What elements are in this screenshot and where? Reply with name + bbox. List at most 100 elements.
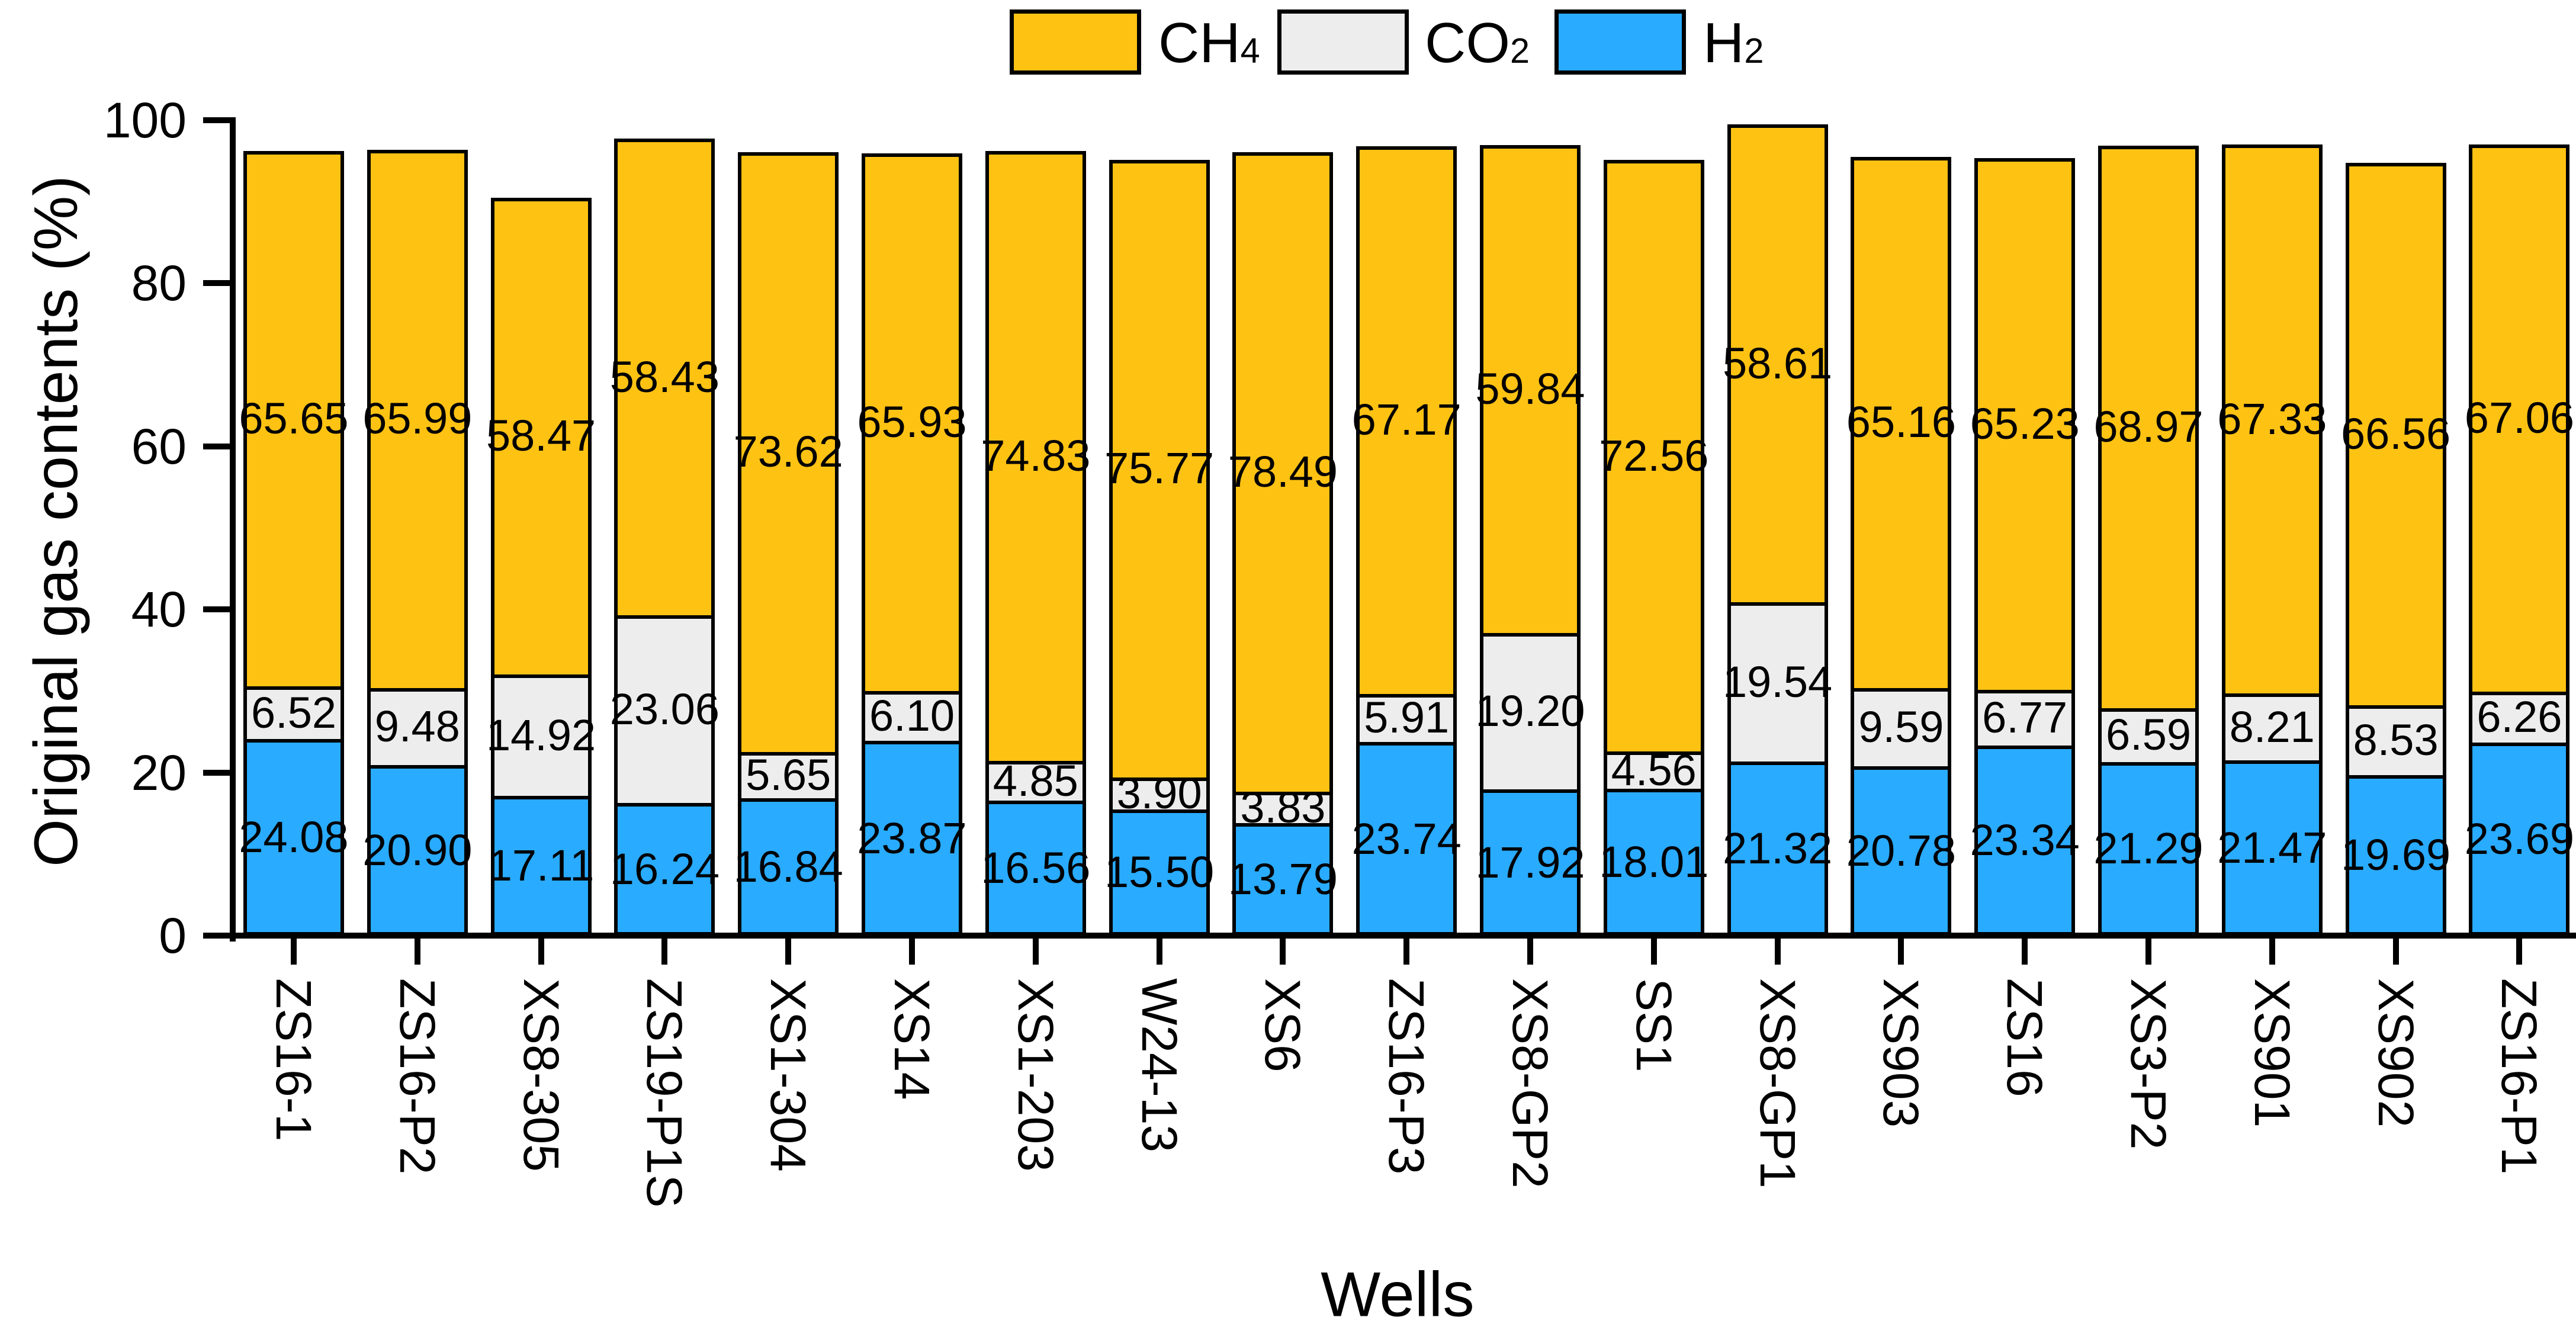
bar-segment-h2 <box>738 798 839 936</box>
bar-value-label: 21.29 <box>2093 824 2204 873</box>
bar-segment-ch4 <box>490 197 592 674</box>
bar-value-label: 68.97 <box>2093 402 2204 452</box>
y-tick <box>203 280 230 287</box>
bar-segment-ch4 <box>2469 144 2570 692</box>
x-tick-label-XS903: XS903 <box>1873 978 1929 1128</box>
legend-text-h2: H <box>1703 11 1745 75</box>
y-tick <box>203 117 230 123</box>
bar-value-label: 5.91 <box>1364 693 1450 743</box>
bar-segment-co2 <box>2098 708 2199 762</box>
bar-value-label: 13.79 <box>1228 854 1338 904</box>
bar-value-label: 78.49 <box>1228 446 1338 496</box>
bar-segment-co2 <box>614 615 715 804</box>
x-tick <box>1280 939 1286 965</box>
bar-value-label: 23.69 <box>2464 814 2574 863</box>
x-tick <box>2392 939 2399 965</box>
bar-segment-ch4 <box>2098 146 2199 709</box>
bar-segment-h2 <box>2098 762 2199 936</box>
legend-label-ch4: CH 4 <box>1158 5 1260 82</box>
bar-value-label: 4.56 <box>1611 745 1697 795</box>
bar-value-label: 58.43 <box>609 352 720 401</box>
bar-segment-co2 <box>1974 690 2076 746</box>
bar-segment-co2 <box>367 687 468 766</box>
bar-segment-co2 <box>738 752 839 799</box>
bar-segment-h2 <box>614 803 715 936</box>
x-axis-line <box>230 933 2576 939</box>
legend-sub-ch4: 4 <box>1240 31 1260 71</box>
x-tick <box>1403 939 1410 965</box>
bar-segment-co2 <box>2345 705 2446 775</box>
bar-value-label: 24.08 <box>239 812 349 862</box>
y-axis-line <box>230 117 236 942</box>
x-tick-label-SS1: SS1 <box>1626 978 1682 1072</box>
bar-value-label: 65.93 <box>857 397 967 447</box>
legend-label-co2: CO 2 <box>1425 5 1530 82</box>
y-tick-label: 80 <box>131 255 187 311</box>
x-tick-label-XS14: XS14 <box>884 978 940 1100</box>
x-tick-label-XS6: XS6 <box>1255 978 1311 1072</box>
x-tick <box>2145 939 2151 965</box>
bar-value-label: 66.56 <box>2341 409 2451 459</box>
bar-value-label: 19.69 <box>2341 830 2451 880</box>
x-tick-label-XS8-305: XS8-305 <box>513 978 569 1172</box>
bar-segment-co2 <box>1232 792 1334 824</box>
legend-text-co2: CO <box>1425 11 1510 75</box>
bar-segment-ch4 <box>367 149 468 688</box>
bar-segment-h2 <box>862 741 962 936</box>
bar-value-label: 72.56 <box>1599 430 1709 480</box>
x-tick-label-XS8-GP2: XS8-GP2 <box>1502 978 1558 1188</box>
x-tick <box>1650 939 1657 965</box>
bar-value-label: 20.78 <box>1846 825 1956 875</box>
bar-segment-ch4 <box>1232 152 1334 792</box>
bar-segment-ch4 <box>1356 146 1457 694</box>
y-tick-label: 60 <box>131 418 187 474</box>
bar-value-label: 9.48 <box>374 701 460 751</box>
bar-segment-h2 <box>2469 742 2570 936</box>
x-axis-title: Wells <box>1321 1258 1475 1330</box>
y-tick-label: 40 <box>131 581 187 638</box>
y-tick-label: 20 <box>131 744 187 801</box>
bar-segment-h2 <box>1232 823 1334 936</box>
bar-value-label: 21.47 <box>2217 823 2327 873</box>
bar-value-label: 8.21 <box>2229 702 2315 751</box>
bar-value-label: 20.90 <box>362 825 473 875</box>
bar-value-label: 6.59 <box>2105 710 2192 760</box>
bar-value-label: 23.87 <box>857 813 967 863</box>
bar-segment-ch4 <box>2221 144 2323 694</box>
bar-value-label: 15.50 <box>1104 847 1215 897</box>
bar-value-label: 6.10 <box>869 691 955 741</box>
x-tick-label-XS1-304: XS1-304 <box>760 978 817 1172</box>
x-tick-label-ZS16-P3: ZS16-P3 <box>1379 978 1435 1175</box>
bar-value-label: 59.84 <box>1475 364 1585 413</box>
bar-value-label: 16.56 <box>981 843 1091 892</box>
bar-segment-h2 <box>2345 775 2446 936</box>
bar-segment-ch4 <box>862 153 962 692</box>
bar-segment-ch4 <box>1727 124 1828 603</box>
bar-segment-h2 <box>490 796 592 936</box>
x-tick <box>661 939 668 965</box>
bar-value-label: 16.84 <box>733 842 843 892</box>
bar-segment-co2 <box>1851 687 1952 766</box>
x-tick <box>909 939 915 965</box>
bar-segment-h2 <box>1851 766 1952 936</box>
bar-value-label: 67.06 <box>2464 393 2574 442</box>
bar-segment-ch4 <box>614 139 715 615</box>
bar-value-label: 6.52 <box>250 687 337 737</box>
bar-segment-ch4 <box>1974 158 2076 690</box>
bar-segment-ch4 <box>1603 160 1704 752</box>
bar-value-label: 4.85 <box>993 756 1078 805</box>
bar-value-label: 23.06 <box>609 684 720 734</box>
bar-segment-h2 <box>243 739 344 936</box>
x-tick <box>538 939 544 965</box>
bar-value-label: 19.20 <box>1475 686 1585 736</box>
bar-value-label: 21.32 <box>1723 824 1833 873</box>
bar-value-label: 19.54 <box>1723 657 1833 706</box>
legend-sub-co2: 2 <box>1510 31 1530 71</box>
bar-value-label: 16.24 <box>609 844 720 894</box>
bar-value-label: 6.26 <box>2477 692 2562 741</box>
bar-segment-co2 <box>243 686 344 740</box>
bar-segment-h2 <box>985 800 1086 936</box>
bar-value-label: 58.61 <box>1723 338 1833 388</box>
y-tick-label: 100 <box>103 92 187 148</box>
